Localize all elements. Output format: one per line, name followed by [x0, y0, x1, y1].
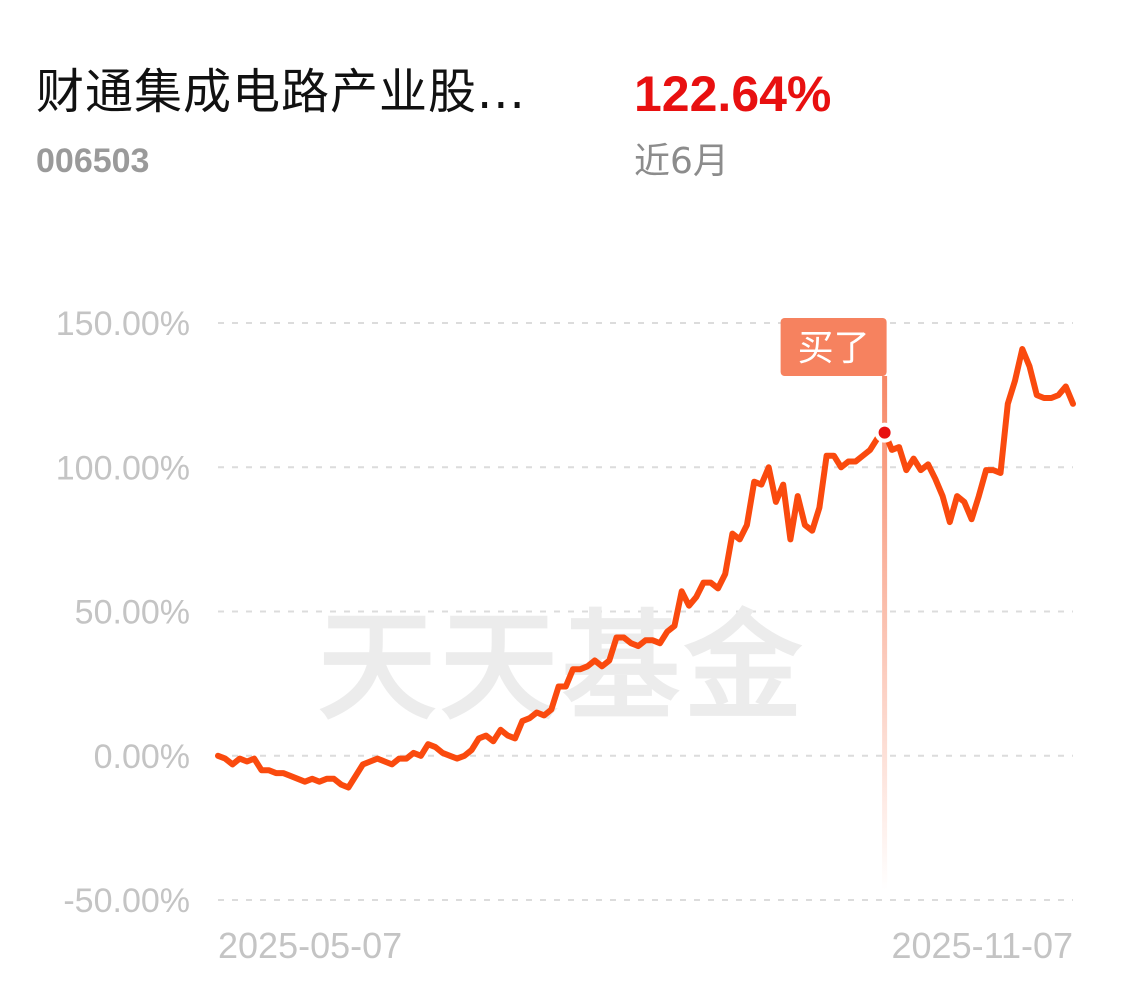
x-tick-label-end: 2025-11-07	[892, 925, 1073, 966]
watermark: 天天基金	[318, 598, 806, 736]
buy-marker-line	[882, 376, 888, 890]
y-tick-label: 0.00%	[94, 738, 190, 776]
fund-code: 006503	[36, 142, 150, 180]
buy-marker-label: 买了	[798, 328, 870, 369]
y-axis: 150.00% 100.00% 50.00% 0.00% -50.00%	[56, 305, 190, 920]
y-tick-label: 150.00%	[56, 305, 190, 343]
series-line	[215, 346, 1076, 791]
return-value: 122.64%	[634, 66, 832, 122]
fund-name: 财通集成电路产业股...	[36, 64, 526, 120]
x-axis: 2025-05-07 2025-11-07	[218, 925, 1073, 966]
buy-marker-label-box[interactable]	[780, 318, 887, 376]
grid-lines	[218, 322, 1073, 901]
y-tick-label: -50.00%	[63, 882, 190, 920]
buy-marker[interactable]: 买了	[780, 318, 888, 890]
return-period-label[interactable]: 近6月	[634, 141, 729, 182]
y-tick-label: 100.00%	[56, 449, 190, 487]
buy-point	[874, 422, 895, 443]
y-tick-label: 50.00%	[75, 594, 190, 632]
x-tick-label-start: 2025-05-07	[218, 925, 402, 966]
buy-point-dot	[878, 426, 891, 439]
